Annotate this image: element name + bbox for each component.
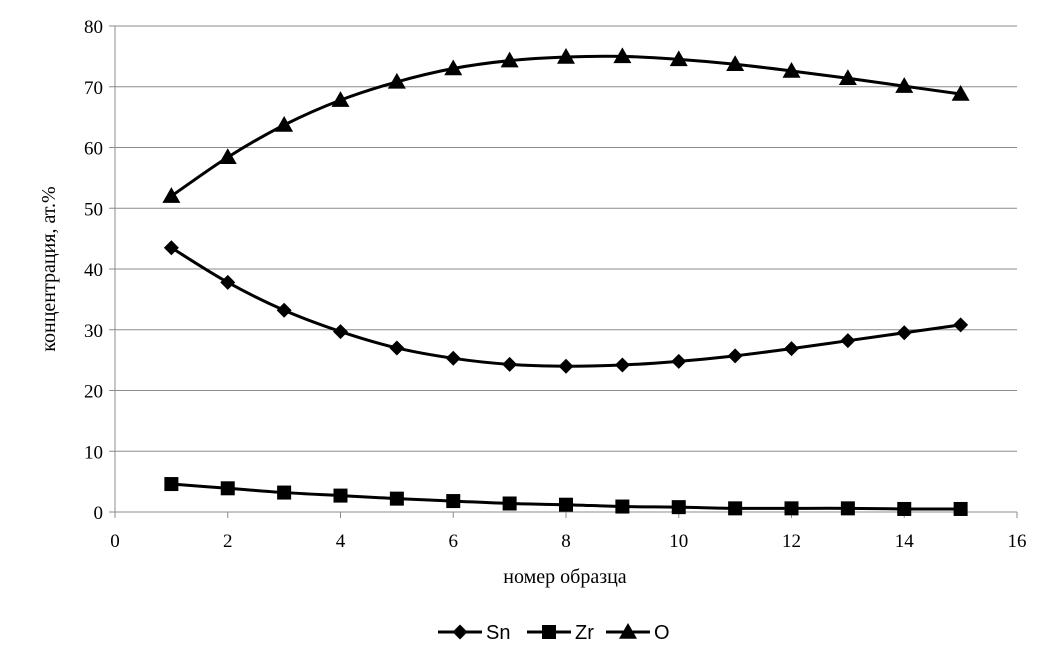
gridlines	[115, 25, 1017, 452]
legend: Sn Zr O	[438, 622, 670, 644]
point-zr-4	[333, 488, 348, 503]
legend-label-sn: Sn	[486, 622, 510, 644]
point-sn-12	[784, 341, 799, 357]
y-tick-label-20: 20	[84, 382, 103, 403]
point-o-11	[726, 55, 745, 72]
point-o-14	[895, 77, 914, 93]
point-o-13	[838, 69, 857, 85]
point-sn-10	[671, 353, 687, 369]
point-zr-2	[220, 481, 235, 496]
point-sn-11	[727, 348, 743, 364]
x-tick-label-16: 16	[1008, 531, 1027, 552]
y-tick-labels: 0 10 20 30 40 50 60 70 80	[84, 17, 103, 524]
point-zr-9	[615, 499, 630, 514]
point-zr-1	[164, 477, 179, 492]
point-zr-11	[728, 501, 743, 516]
point-sn-9	[614, 357, 630, 373]
legend-marker-zr	[542, 625, 556, 639]
series-markers	[162, 47, 970, 516]
y-tick-label-60: 60	[84, 139, 103, 160]
point-sn-6	[445, 350, 461, 366]
point-o-6	[444, 59, 463, 76]
point-sn-3	[276, 302, 292, 318]
y-tick-label-0: 0	[94, 503, 104, 524]
point-sn-15	[953, 317, 969, 333]
x-tick-label-10: 10	[669, 531, 688, 552]
y-tick-label-40: 40	[84, 260, 103, 281]
y-tick-label-80: 80	[84, 17, 103, 38]
point-sn-1	[163, 240, 179, 256]
point-o-2	[218, 148, 237, 164]
legend-marker-o	[619, 623, 637, 639]
point-zr-15	[953, 501, 968, 516]
point-sn-7	[502, 356, 518, 372]
point-zr-12	[784, 501, 799, 516]
point-zr-13	[840, 501, 855, 516]
x-tick-label-0: 0	[110, 531, 120, 552]
point-sn-2	[220, 274, 236, 290]
point-o-7	[500, 51, 519, 68]
x-tick-label-12: 12	[782, 531, 801, 552]
y-tick-label-50: 50	[84, 199, 103, 220]
point-sn-13	[840, 333, 856, 349]
series-line-sn	[170, 246, 961, 368]
point-o-15	[951, 85, 970, 101]
x-tick-label-6: 6	[449, 531, 459, 552]
y-tick-label-10: 10	[84, 442, 103, 463]
point-sn-5	[389, 340, 405, 356]
x-tick-label-8: 8	[561, 531, 571, 552]
point-o-10	[669, 50, 688, 67]
x-tick-label-4: 4	[336, 531, 346, 552]
point-o-12	[782, 61, 801, 78]
point-zr-5	[389, 491, 404, 506]
point-sn-14	[896, 325, 912, 341]
point-sn-4	[333, 324, 348, 340]
y-axis-title: концентрация, ат.%	[38, 186, 60, 351]
legend-label-zr: Zr	[575, 622, 594, 644]
point-zr-7	[502, 496, 517, 511]
point-zr-10	[671, 500, 686, 515]
point-zr-3	[277, 485, 292, 500]
point-zr-14	[897, 501, 912, 516]
point-o-4	[331, 91, 350, 107]
point-o-9	[613, 47, 632, 64]
x-tick-label-14: 14	[895, 531, 915, 552]
point-o-1	[162, 187, 181, 203]
point-zr-8	[559, 497, 573, 512]
point-zr-6	[446, 494, 461, 509]
x-axis-title: номер образца	[503, 566, 627, 588]
legend-marker-sn	[452, 624, 468, 640]
point-o-3	[275, 116, 294, 132]
series-lines	[170, 54, 961, 511]
legend-label-o: O	[654, 622, 670, 644]
y-tick-label-70: 70	[84, 78, 103, 99]
point-o-5	[387, 72, 406, 89]
y-tick-label-30: 30	[84, 321, 103, 342]
point-o-8	[557, 47, 575, 64]
point-sn-8	[558, 358, 574, 374]
x-tick-labels: 0 2 4 6 8 10 12 14 16	[110, 531, 1026, 552]
x-tick-label-2: 2	[223, 531, 233, 552]
axes	[109, 25, 1018, 518]
